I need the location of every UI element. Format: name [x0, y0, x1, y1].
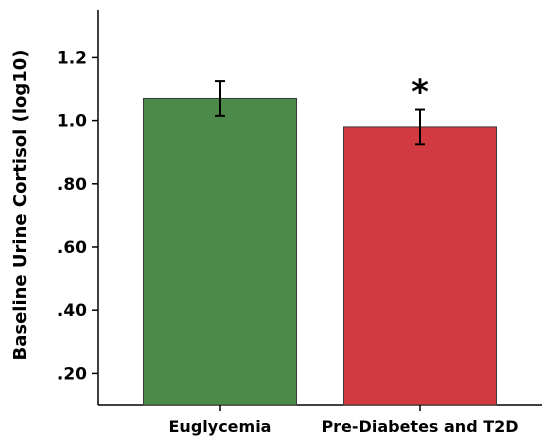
x-category-label: Euglycemia — [169, 417, 272, 436]
y-tick-label: .60 — [57, 238, 87, 258]
significance-marker: * — [411, 73, 429, 113]
y-tick-label: .20 — [57, 364, 87, 384]
bar — [343, 126, 497, 406]
y-tick-label: .80 — [57, 175, 87, 195]
y-tick-label: 1.0 — [57, 112, 87, 132]
y-tick-label: .40 — [57, 301, 87, 321]
y-axis-title: Baseline Urine Cortisol (log10) — [10, 49, 31, 360]
plot-area: .20 .40 .60 .80 1.0 1.2 Euglycemia * Pre-Diabete… — [57, 10, 542, 436]
y-tick-label: 1.2 — [57, 48, 87, 68]
bar — [143, 97, 297, 406]
x-category-label: Pre-Diabetes and T2D — [321, 417, 518, 436]
